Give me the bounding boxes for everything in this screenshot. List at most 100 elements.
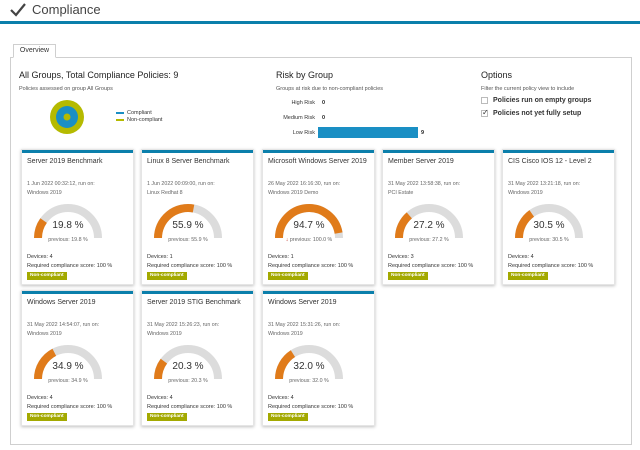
card-devices: Devices: 3	[388, 254, 414, 260]
gauge-fill	[154, 204, 195, 239]
card-previous-score: previous: 20.3 %	[152, 378, 224, 384]
status-badge: Non-compliant	[27, 272, 67, 280]
card-title[interactable]: Server 2019 Benchmark	[27, 158, 103, 165]
gauge-fill	[275, 350, 296, 380]
option-empty-groups-checkbox[interactable]	[481, 97, 488, 104]
risk-value-high: 0	[322, 100, 326, 106]
card-run-target: Windows 2019 Demo	[268, 190, 319, 196]
option-empty-groups[interactable]: Policies run on empty groups	[481, 97, 591, 104]
risk-title: Risk by Group	[276, 70, 334, 80]
risk-value-medium: 0	[322, 115, 326, 121]
card-previous-text: previous: 20.3 %	[168, 378, 208, 384]
status-badge: Non-compliant	[27, 413, 67, 421]
card-run-target: Windows 2019	[268, 331, 303, 337]
card-required-score: Required compliance score: 100 %	[27, 263, 113, 269]
option-not-setup-checkbox[interactable]	[481, 108, 489, 117]
card-previous-text: previous: 32.0 %	[289, 378, 329, 384]
status-badge: Non-compliant	[268, 413, 308, 421]
policy-card[interactable]: Microsoft Windows Server 2019 26 May 202…	[262, 149, 375, 285]
card-required-score: Required compliance score: 100 %	[388, 263, 474, 269]
options-subtitle: Filter the current policy view to includ…	[481, 86, 575, 92]
card-devices: Devices: 4	[27, 254, 53, 260]
gauge-fill	[34, 348, 57, 380]
policy-card[interactable]: Server 2019 STIG Benchmark 31 May 2022 1…	[141, 290, 254, 426]
card-required-score: Required compliance score: 100 %	[147, 404, 233, 410]
policy-card[interactable]: Member Server 2019 31 May 2022 13:58:38,…	[382, 149, 495, 285]
card-run-date: 1 Jun 2022 00:09:00, run on:	[147, 181, 215, 187]
policy-card[interactable]: Windows Server 2019 31 May 2022 14:54:07…	[21, 290, 134, 426]
card-accent-bar	[142, 291, 253, 294]
card-previous-text: previous: 55.9 %	[168, 237, 208, 243]
compliance-gauge	[515, 204, 583, 239]
card-title[interactable]: Windows Server 2019	[268, 299, 337, 306]
donut-center	[63, 113, 71, 121]
card-title[interactable]: Member Server 2019	[388, 158, 454, 165]
risk-subtitle: Groups at risk due to non-compliant poli…	[276, 86, 383, 92]
card-previous-score: previous: 30.5 %	[513, 237, 585, 243]
card-required-score: Required compliance score: 100 %	[508, 263, 594, 269]
card-previous-score: previous: 32.0 %	[273, 378, 345, 384]
policy-card[interactable]: Linux 8 Server Benchmark 1 Jun 2022 00:0…	[141, 149, 254, 285]
card-previous-text: previous: 19.8 %	[48, 237, 88, 243]
options-title: Options	[481, 70, 513, 80]
status-badge: Non-compliant	[508, 272, 548, 280]
compliance-gauge	[154, 345, 222, 380]
card-previous-text: previous: 100.0 %	[289, 237, 333, 243]
risk-bar-low[interactable]	[318, 127, 418, 138]
card-run-target: PCI Estate	[388, 190, 414, 196]
card-accent-bar	[503, 150, 614, 153]
compliance-gauge	[275, 345, 343, 380]
card-title[interactable]: CIS Cisco IOS 12 - Level 2	[508, 158, 592, 165]
card-devices: Devices: 4	[508, 254, 534, 260]
card-run-date: 31 May 2022 14:54:07, run on:	[27, 322, 100, 328]
option-empty-groups-label: Policies run on empty groups	[493, 97, 592, 104]
card-accent-bar	[22, 291, 133, 294]
card-devices: Devices: 4	[147, 395, 173, 401]
gauge-fill	[34, 218, 47, 239]
card-accent-bar	[142, 150, 253, 153]
card-title[interactable]: Microsoft Windows Server 2019	[268, 158, 367, 165]
legend-swatch-noncompliant	[116, 119, 124, 121]
card-score: 30.5 %	[533, 220, 565, 231]
legend-swatch-compliant	[116, 112, 124, 114]
card-previous-score: previous: 27.2 %	[393, 237, 465, 243]
policy-card[interactable]: Windows Server 2019 31 May 2022 15:31:26…	[262, 290, 375, 426]
risk-label-low: Low Risk	[292, 130, 315, 136]
card-previous-text: previous: 27.2 %	[409, 237, 449, 243]
card-run-target: Windows 2019	[508, 190, 543, 196]
card-accent-bar	[263, 150, 374, 153]
card-devices: Devices: 1	[147, 254, 173, 260]
card-title[interactable]: Server 2019 STIG Benchmark	[147, 299, 241, 306]
card-run-date: 31 May 2022 13:58:38, run on:	[388, 181, 461, 187]
card-score: 94.7 %	[293, 220, 325, 231]
card-accent-bar	[22, 150, 133, 153]
card-required-score: Required compliance score: 100 %	[27, 404, 113, 410]
policy-card[interactable]: CIS Cisco IOS 12 - Level 2 31 May 2022 1…	[502, 149, 615, 285]
card-accent-bar	[383, 150, 494, 153]
risk-label-medium: Medium Risk	[283, 115, 315, 121]
option-not-setup[interactable]: Policies not yet fully setup	[481, 108, 582, 117]
card-score: 19.8 %	[52, 220, 84, 231]
compliance-donut-chart[interactable]	[49, 99, 85, 135]
card-title[interactable]: Linux 8 Server Benchmark	[147, 158, 230, 165]
card-devices: Devices: 4	[27, 395, 53, 401]
card-previous-score: previous: 55.9 %	[152, 237, 224, 243]
checkmark-icon	[10, 3, 26, 17]
card-accent-bar	[263, 291, 374, 294]
card-devices: Devices: 4	[268, 395, 294, 401]
card-run-date: 31 May 2022 15:31:26, run on:	[268, 322, 341, 328]
status-badge: Non-compliant	[268, 272, 308, 280]
compliance-gauge	[395, 204, 463, 239]
status-badge: Non-compliant	[147, 272, 187, 280]
policy-card[interactable]: Server 2019 Benchmark 1 Jun 2022 00:32:1…	[21, 149, 134, 285]
option-not-setup-label: Policies not yet fully setup	[493, 110, 582, 117]
compliance-gauge	[275, 204, 343, 239]
card-run-date: 31 May 2022 13:21:18, run on:	[508, 181, 581, 187]
risk-label-high: High Risk	[291, 100, 315, 106]
card-run-target: Windows 2019	[27, 331, 62, 337]
tab-overview[interactable]: Overview	[13, 44, 56, 58]
card-title[interactable]: Windows Server 2019	[27, 299, 96, 306]
compliance-gauge	[154, 204, 222, 239]
card-score: 32.0 %	[293, 361, 325, 372]
legend-label-noncompliant: Non-compliant	[127, 117, 163, 123]
